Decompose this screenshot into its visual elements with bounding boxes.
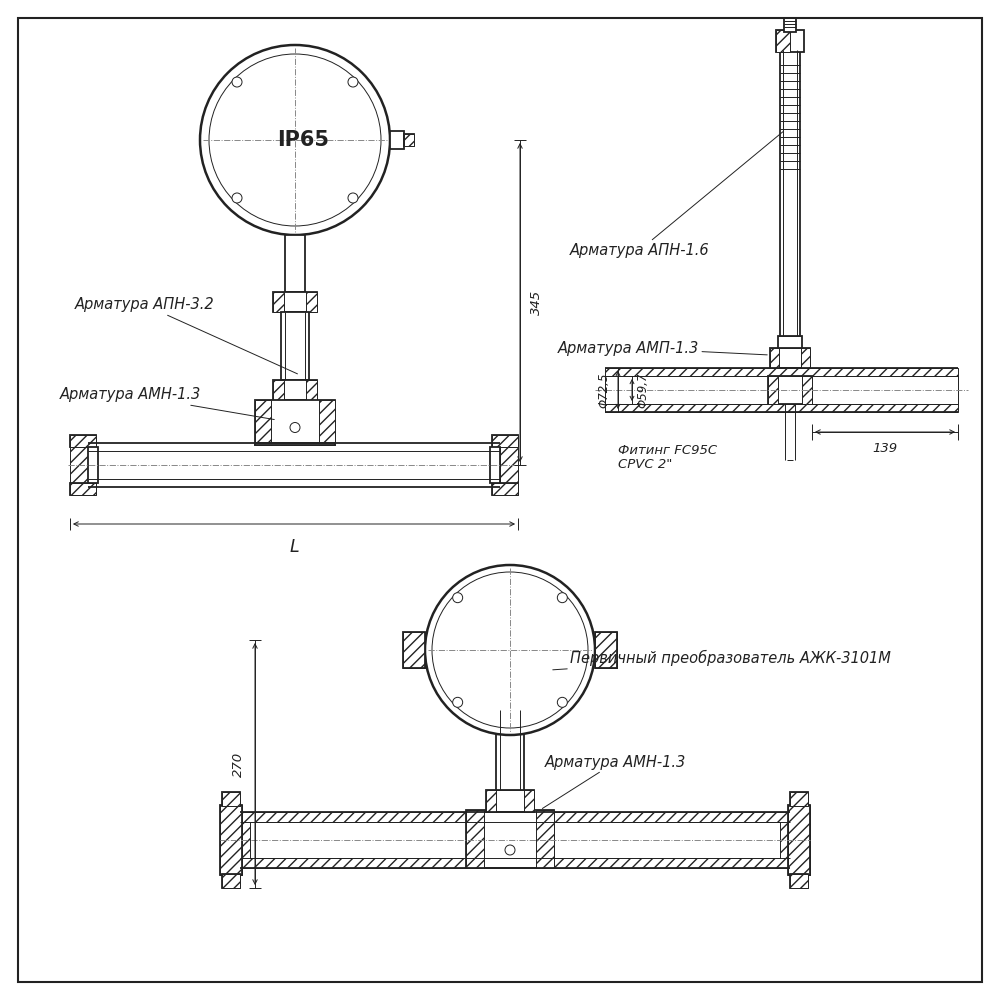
- Bar: [595, 632, 617, 668]
- Circle shape: [348, 77, 358, 87]
- Bar: [492, 483, 518, 495]
- Bar: [496, 710, 524, 790]
- Text: Φ72,5: Φ72,5: [597, 372, 610, 408]
- Circle shape: [232, 77, 242, 87]
- Bar: [780, 50, 800, 336]
- Text: L: L: [289, 538, 299, 556]
- Text: IP65: IP65: [277, 130, 329, 150]
- Bar: [486, 790, 534, 812]
- Bar: [768, 376, 778, 404]
- Bar: [222, 792, 240, 806]
- Text: Φ59,7: Φ59,7: [636, 372, 649, 408]
- Circle shape: [432, 572, 588, 728]
- Bar: [788, 805, 810, 875]
- Bar: [778, 336, 802, 348]
- Circle shape: [348, 193, 358, 203]
- Circle shape: [425, 565, 595, 735]
- Bar: [524, 790, 534, 812]
- Bar: [490, 447, 500, 483]
- Bar: [404, 134, 414, 146]
- Text: 139: 139: [872, 442, 898, 455]
- Text: Арматура АПН-1.6: Арматура АПН-1.6: [570, 132, 783, 257]
- Bar: [70, 483, 96, 495]
- Circle shape: [453, 697, 463, 707]
- Bar: [240, 812, 790, 868]
- Bar: [222, 792, 240, 806]
- Bar: [801, 348, 810, 368]
- Bar: [222, 874, 240, 888]
- Bar: [88, 447, 98, 483]
- Bar: [802, 376, 812, 404]
- Bar: [273, 380, 284, 400]
- Text: Первичный преобразователь АЖК-3101М: Первичный преобразователь АЖК-3101М: [553, 650, 891, 670]
- Bar: [70, 441, 88, 489]
- Bar: [70, 435, 96, 447]
- Bar: [776, 30, 804, 52]
- Bar: [768, 376, 812, 404]
- Bar: [492, 435, 518, 447]
- Bar: [250, 822, 780, 858]
- Circle shape: [453, 593, 463, 603]
- Circle shape: [557, 593, 567, 603]
- Text: 345: 345: [530, 290, 543, 315]
- Bar: [770, 348, 779, 368]
- Bar: [790, 792, 808, 806]
- Bar: [70, 435, 96, 447]
- Bar: [466, 810, 554, 868]
- Bar: [500, 441, 518, 489]
- Text: Фитинг FC95C: Фитинг FC95C: [618, 444, 717, 456]
- Circle shape: [557, 697, 567, 707]
- Text: Арматура АПН-3.2: Арматура АПН-3.2: [75, 298, 297, 374]
- Bar: [404, 134, 414, 146]
- Bar: [492, 435, 518, 447]
- Bar: [285, 235, 305, 292]
- Bar: [390, 131, 404, 149]
- Bar: [521, 690, 530, 710]
- Bar: [536, 810, 554, 868]
- Bar: [500, 676, 520, 690]
- Bar: [595, 632, 617, 668]
- Bar: [255, 443, 335, 445]
- Bar: [306, 380, 317, 400]
- Bar: [319, 400, 335, 445]
- Bar: [220, 805, 242, 875]
- Bar: [466, 810, 484, 868]
- Bar: [281, 312, 309, 380]
- Circle shape: [290, 422, 300, 432]
- Bar: [403, 632, 425, 668]
- Bar: [222, 874, 240, 888]
- Bar: [605, 376, 958, 404]
- Text: 270: 270: [232, 751, 245, 777]
- Bar: [776, 30, 790, 52]
- Bar: [490, 690, 530, 710]
- Bar: [70, 483, 96, 495]
- Bar: [605, 368, 958, 412]
- Bar: [788, 805, 810, 875]
- Bar: [790, 874, 808, 888]
- Bar: [255, 400, 335, 445]
- Bar: [770, 348, 810, 368]
- Circle shape: [209, 54, 381, 226]
- Bar: [255, 400, 271, 445]
- Bar: [790, 792, 808, 806]
- Circle shape: [505, 845, 515, 855]
- Bar: [273, 292, 317, 312]
- Bar: [306, 292, 317, 312]
- Text: Арматура АМН-1.3: Арматура АМН-1.3: [60, 387, 274, 420]
- Bar: [403, 632, 425, 668]
- Text: Арматура АМП-1.3: Арматура АМП-1.3: [558, 340, 767, 356]
- Bar: [784, 18, 796, 32]
- Circle shape: [232, 193, 242, 203]
- Bar: [492, 483, 518, 495]
- Bar: [273, 292, 284, 312]
- Text: CPVC 2": CPVC 2": [618, 458, 672, 472]
- Bar: [490, 690, 499, 710]
- Text: Арматура АМН-1.3: Арматура АМН-1.3: [542, 754, 686, 809]
- Bar: [486, 790, 496, 812]
- Bar: [790, 874, 808, 888]
- Circle shape: [200, 45, 390, 235]
- Bar: [220, 805, 242, 875]
- Bar: [273, 380, 317, 400]
